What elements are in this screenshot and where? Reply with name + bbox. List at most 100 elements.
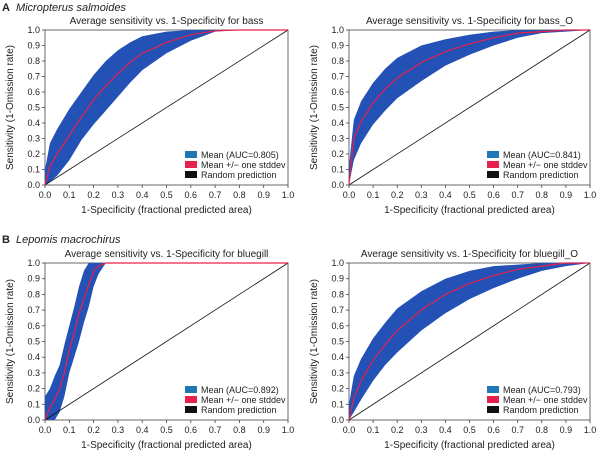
x-tick-label: 1.0: [282, 425, 295, 435]
y-tick-label: 0.6: [27, 87, 40, 97]
x-tick-label: 0.7: [511, 190, 524, 200]
x-tick-label: 0.2: [391, 425, 404, 435]
y-tick-label: 0.1: [27, 165, 40, 175]
x-tick-label: 0.0: [39, 425, 52, 435]
x-tick-label: 0.5: [160, 190, 173, 200]
x-tick-label: 0.1: [63, 425, 76, 435]
stddev-band: [45, 30, 288, 185]
legend-swatch: [185, 161, 197, 168]
y-tick-label: 0.8: [27, 289, 40, 299]
y-tick-label: 0.5: [331, 337, 344, 347]
chart-title: Average sensitivity vs. 1-Specificity fo…: [70, 16, 264, 27]
legend-swatch: [185, 396, 197, 403]
x-tick-label: 0.8: [233, 425, 246, 435]
x-tick-label: 0.6: [487, 190, 500, 200]
y-tick-label: 0.3: [27, 368, 40, 378]
x-tick-label: 0.0: [343, 425, 356, 435]
y-tick-label: 0.2: [27, 149, 40, 159]
species-name: Micropterus salmoides: [15, 2, 126, 14]
y-tick-label: 0.3: [331, 368, 344, 378]
y-tick-label: 0.0: [331, 180, 344, 190]
legend-label: Mean +/− one stddev: [503, 395, 588, 405]
x-axis-label: 1-Specificity (fractional predicted area…: [384, 205, 555, 216]
section-letter: B: [2, 234, 10, 246]
y-tick-label: 0.0: [27, 415, 40, 425]
x-tick-label: 0.9: [560, 425, 573, 435]
x-tick-label: 0.3: [112, 190, 125, 200]
x-tick-label: 0.4: [439, 190, 452, 200]
random-prediction-line: [44, 29, 289, 186]
section-letter: A: [2, 2, 10, 14]
x-tick-label: 0.4: [136, 425, 149, 435]
legend-swatch: [185, 171, 197, 178]
legend-label: Random prediction: [201, 170, 277, 180]
legend-swatch: [487, 386, 499, 393]
x-tick-label: 0.2: [391, 190, 404, 200]
y-tick-label: 0.2: [331, 384, 344, 394]
y-tick-label: 0.9: [27, 41, 40, 51]
y-tick-label: 0.8: [331, 56, 344, 66]
legend: Mean (AUC=0.793)Mean +/− one stddevRando…: [487, 385, 588, 415]
y-tick-label: 0.8: [331, 289, 344, 299]
y-axis-label: Sensitivity (1-Omission rate): [5, 279, 16, 404]
legend-label: Random prediction: [503, 405, 579, 415]
chart-title: Average sensitivity vs. 1-Specificity fo…: [65, 249, 269, 260]
y-tick-label: 0.9: [331, 41, 344, 51]
stddev-band: [349, 30, 590, 185]
x-tick-label: 0.9: [257, 425, 270, 435]
legend-swatch: [487, 171, 499, 178]
legend-label: Mean (AUC=0.841): [503, 150, 581, 160]
y-tick-label: 0.5: [331, 103, 344, 113]
legend-label: Mean (AUC=0.892): [201, 385, 279, 395]
random-prediction-line: [348, 29, 591, 186]
y-tick-label: 0.1: [331, 165, 344, 175]
y-tick-label: 1.0: [27, 25, 40, 35]
x-tick-label: 0.1: [367, 425, 380, 435]
y-tick-label: 0.7: [331, 305, 344, 315]
x-tick-label: 0.9: [560, 190, 573, 200]
legend-swatch: [185, 151, 197, 158]
x-tick-label: 1.0: [584, 425, 597, 435]
x-tick-label: 0.9: [257, 190, 270, 200]
y-tick-label: 0.3: [27, 134, 40, 144]
x-tick-label: 0.6: [185, 190, 198, 200]
section-label-b: B Lepomis macrochirus: [2, 234, 121, 246]
legend-swatch: [185, 386, 197, 393]
roc-chart-4: Average sensitivity vs. 1-Specificity fo…: [309, 249, 596, 451]
x-tick-label: 0.1: [367, 190, 380, 200]
roc-chart-3: Average sensitivity vs. 1-Specificity fo…: [5, 249, 294, 451]
x-tick-label: 0.7: [209, 190, 222, 200]
mean-roc-line: [348, 29, 590, 186]
x-tick-label: 0.3: [112, 425, 125, 435]
chart-title: Average sensitivity vs. 1-Specificity fo…: [361, 249, 578, 260]
x-tick-label: 0.4: [439, 425, 452, 435]
y-axis-label: Sensitivity (1-Omission rate): [5, 45, 16, 170]
y-tick-label: 0.1: [27, 399, 40, 409]
legend-label: Mean +/− one stddev: [503, 160, 588, 170]
random-prediction-line: [348, 262, 591, 421]
section-label-a: A Micropterus salmoides: [2, 2, 126, 14]
x-tick-label: 0.8: [536, 190, 549, 200]
x-tick-label: 0.2: [87, 425, 100, 435]
legend: Mean (AUC=0.805)Mean +/− one stddevRando…: [185, 150, 286, 180]
y-tick-label: 0.7: [27, 305, 40, 315]
legend-swatch: [487, 396, 499, 403]
y-tick-label: 0.4: [331, 352, 344, 362]
y-tick-label: 0.6: [331, 87, 344, 97]
roc-chart-1: Average sensitivity vs. 1-Specificity fo…: [5, 16, 294, 216]
legend: Mean (AUC=0.841)Mean +/− one stddevRando…: [487, 150, 588, 180]
y-tick-label: 1.0: [27, 258, 40, 268]
legend-swatch: [487, 161, 499, 168]
x-tick-label: 0.8: [536, 425, 549, 435]
legend: Mean (AUC=0.892)Mean +/− one stddevRando…: [185, 385, 286, 415]
mean-roc-line: [44, 29, 288, 186]
x-tick-label: 0.0: [343, 190, 356, 200]
y-tick-label: 0.4: [27, 118, 40, 128]
x-tick-label: 0.2: [87, 190, 100, 200]
y-tick-label: 0.6: [27, 321, 40, 331]
x-tick-label: 0.3: [415, 425, 428, 435]
x-tick-label: 0.8: [233, 190, 246, 200]
y-tick-label: 0.4: [27, 352, 40, 362]
y-tick-label: 1.0: [331, 25, 344, 35]
